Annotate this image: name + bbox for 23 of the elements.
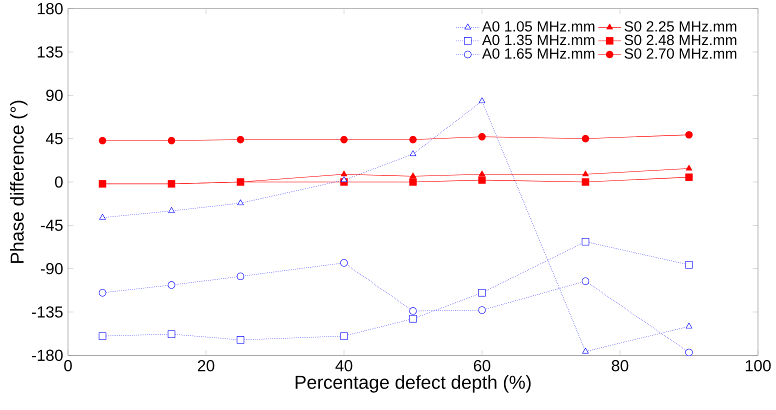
x-tick-label: 40 [335,360,352,372]
y-tick-label: 0 [55,176,63,188]
y-tick-label: 180 [38,3,63,14]
legend-label: A0 1.65 MHz.mm [482,48,594,59]
y-tick-label: 45 [46,133,63,144]
y-tick-label: 90 [46,90,63,101]
x-axis-title: Percentage defect depth (%) [296,375,531,393]
x-tick-label: 80 [612,360,628,372]
legend-label: S0 2.70 MHz.mm [624,48,736,59]
y-tick-label: -135 [32,306,63,318]
legend-label: A0 1.35 MHz.mm [482,34,594,46]
x-tick-label: 100 [746,360,771,372]
x-tick-label: 60 [474,360,490,372]
x-tick-label: 20 [198,360,214,372]
y-tick-label: -180 [32,350,63,361]
y-tick-label: -90 [40,262,63,274]
legend-label: A0 1.05 MHz.mm [482,21,594,32]
y-tick-label: -45 [40,220,63,231]
x-tick-label: 0 [64,360,72,372]
legend-label: S0 2.48 MHz.mm [624,34,736,46]
y-tick-label: 135 [38,46,63,58]
legend-label: S0 2.25 MHz.mm [624,21,736,32]
y-axis-title: Phase difference (°) [10,100,28,263]
